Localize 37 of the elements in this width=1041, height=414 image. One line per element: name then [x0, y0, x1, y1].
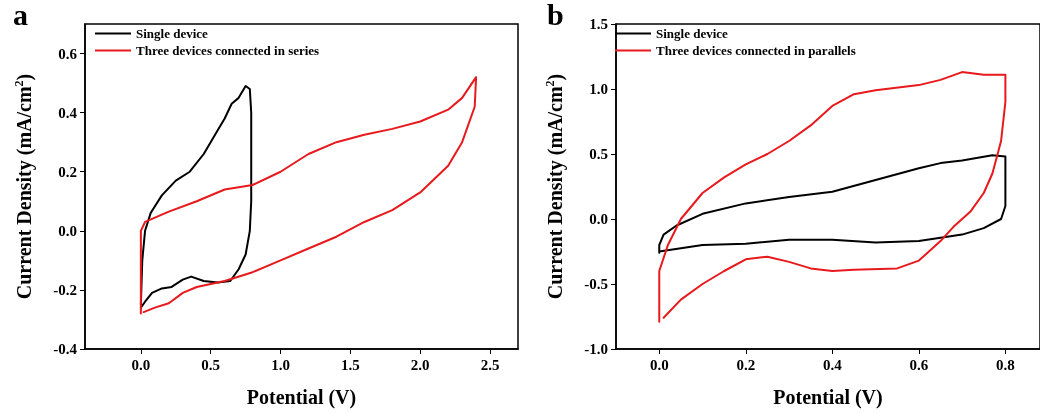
y-tick-label: -0.4 — [53, 341, 78, 357]
x-tick-label: 1.5 — [341, 356, 360, 373]
line-series — [658, 154, 1007, 254]
legend-label: Single device — [136, 26, 209, 41]
x-tick-label: 1.0 — [271, 356, 290, 373]
y-tick-label: 0.6 — [58, 45, 78, 62]
line-series — [139, 85, 253, 309]
y-tick-label: 0.0 — [589, 211, 608, 227]
y-tick-label: 0.0 — [58, 222, 77, 239]
line-series — [658, 71, 1007, 323]
y-tick-label: -0.5 — [584, 276, 608, 292]
x-tick-label: 0.6 — [909, 356, 929, 373]
x-tick-label: 0.0 — [649, 356, 669, 373]
y-tick-label: 0.5 — [589, 146, 608, 162]
y-tick-label: 0.2 — [58, 163, 77, 180]
y-axis-title: Current Density (mA/cm2) — [543, 73, 567, 300]
x-tick-label: 0.0 — [131, 356, 151, 373]
x-tick-label: 2.5 — [480, 356, 500, 373]
legend-label: Single device — [656, 26, 729, 41]
x-tick-label: 0.2 — [736, 356, 756, 373]
x-tick-label: 0.8 — [996, 356, 1015, 373]
y-tick-label: -1.0 — [584, 341, 608, 357]
chart-title: a — [13, 0, 28, 31]
x-tick-label: 0.5 — [201, 356, 221, 373]
x-tick-label: 0.4 — [822, 356, 843, 373]
chart-title: b — [547, 0, 564, 31]
y-tick-label: 1.0 — [589, 81, 608, 97]
x-axis-title: Potential (V) — [246, 386, 357, 409]
x-axis-title: Potential (V) — [773, 386, 883, 409]
x-tick-label: 2.0 — [410, 356, 430, 373]
line-series — [139, 76, 478, 315]
y-tick-label: 0.4 — [58, 104, 78, 121]
y-tick-label: -0.2 — [53, 281, 77, 298]
legend-label: Three devices connected in series — [136, 43, 320, 58]
legend-label: Three devices connected in parallels — [656, 43, 856, 58]
y-axis-title: Current Density (mA/cm2) — [12, 73, 36, 300]
y-tick-label: 1.5 — [589, 16, 608, 32]
